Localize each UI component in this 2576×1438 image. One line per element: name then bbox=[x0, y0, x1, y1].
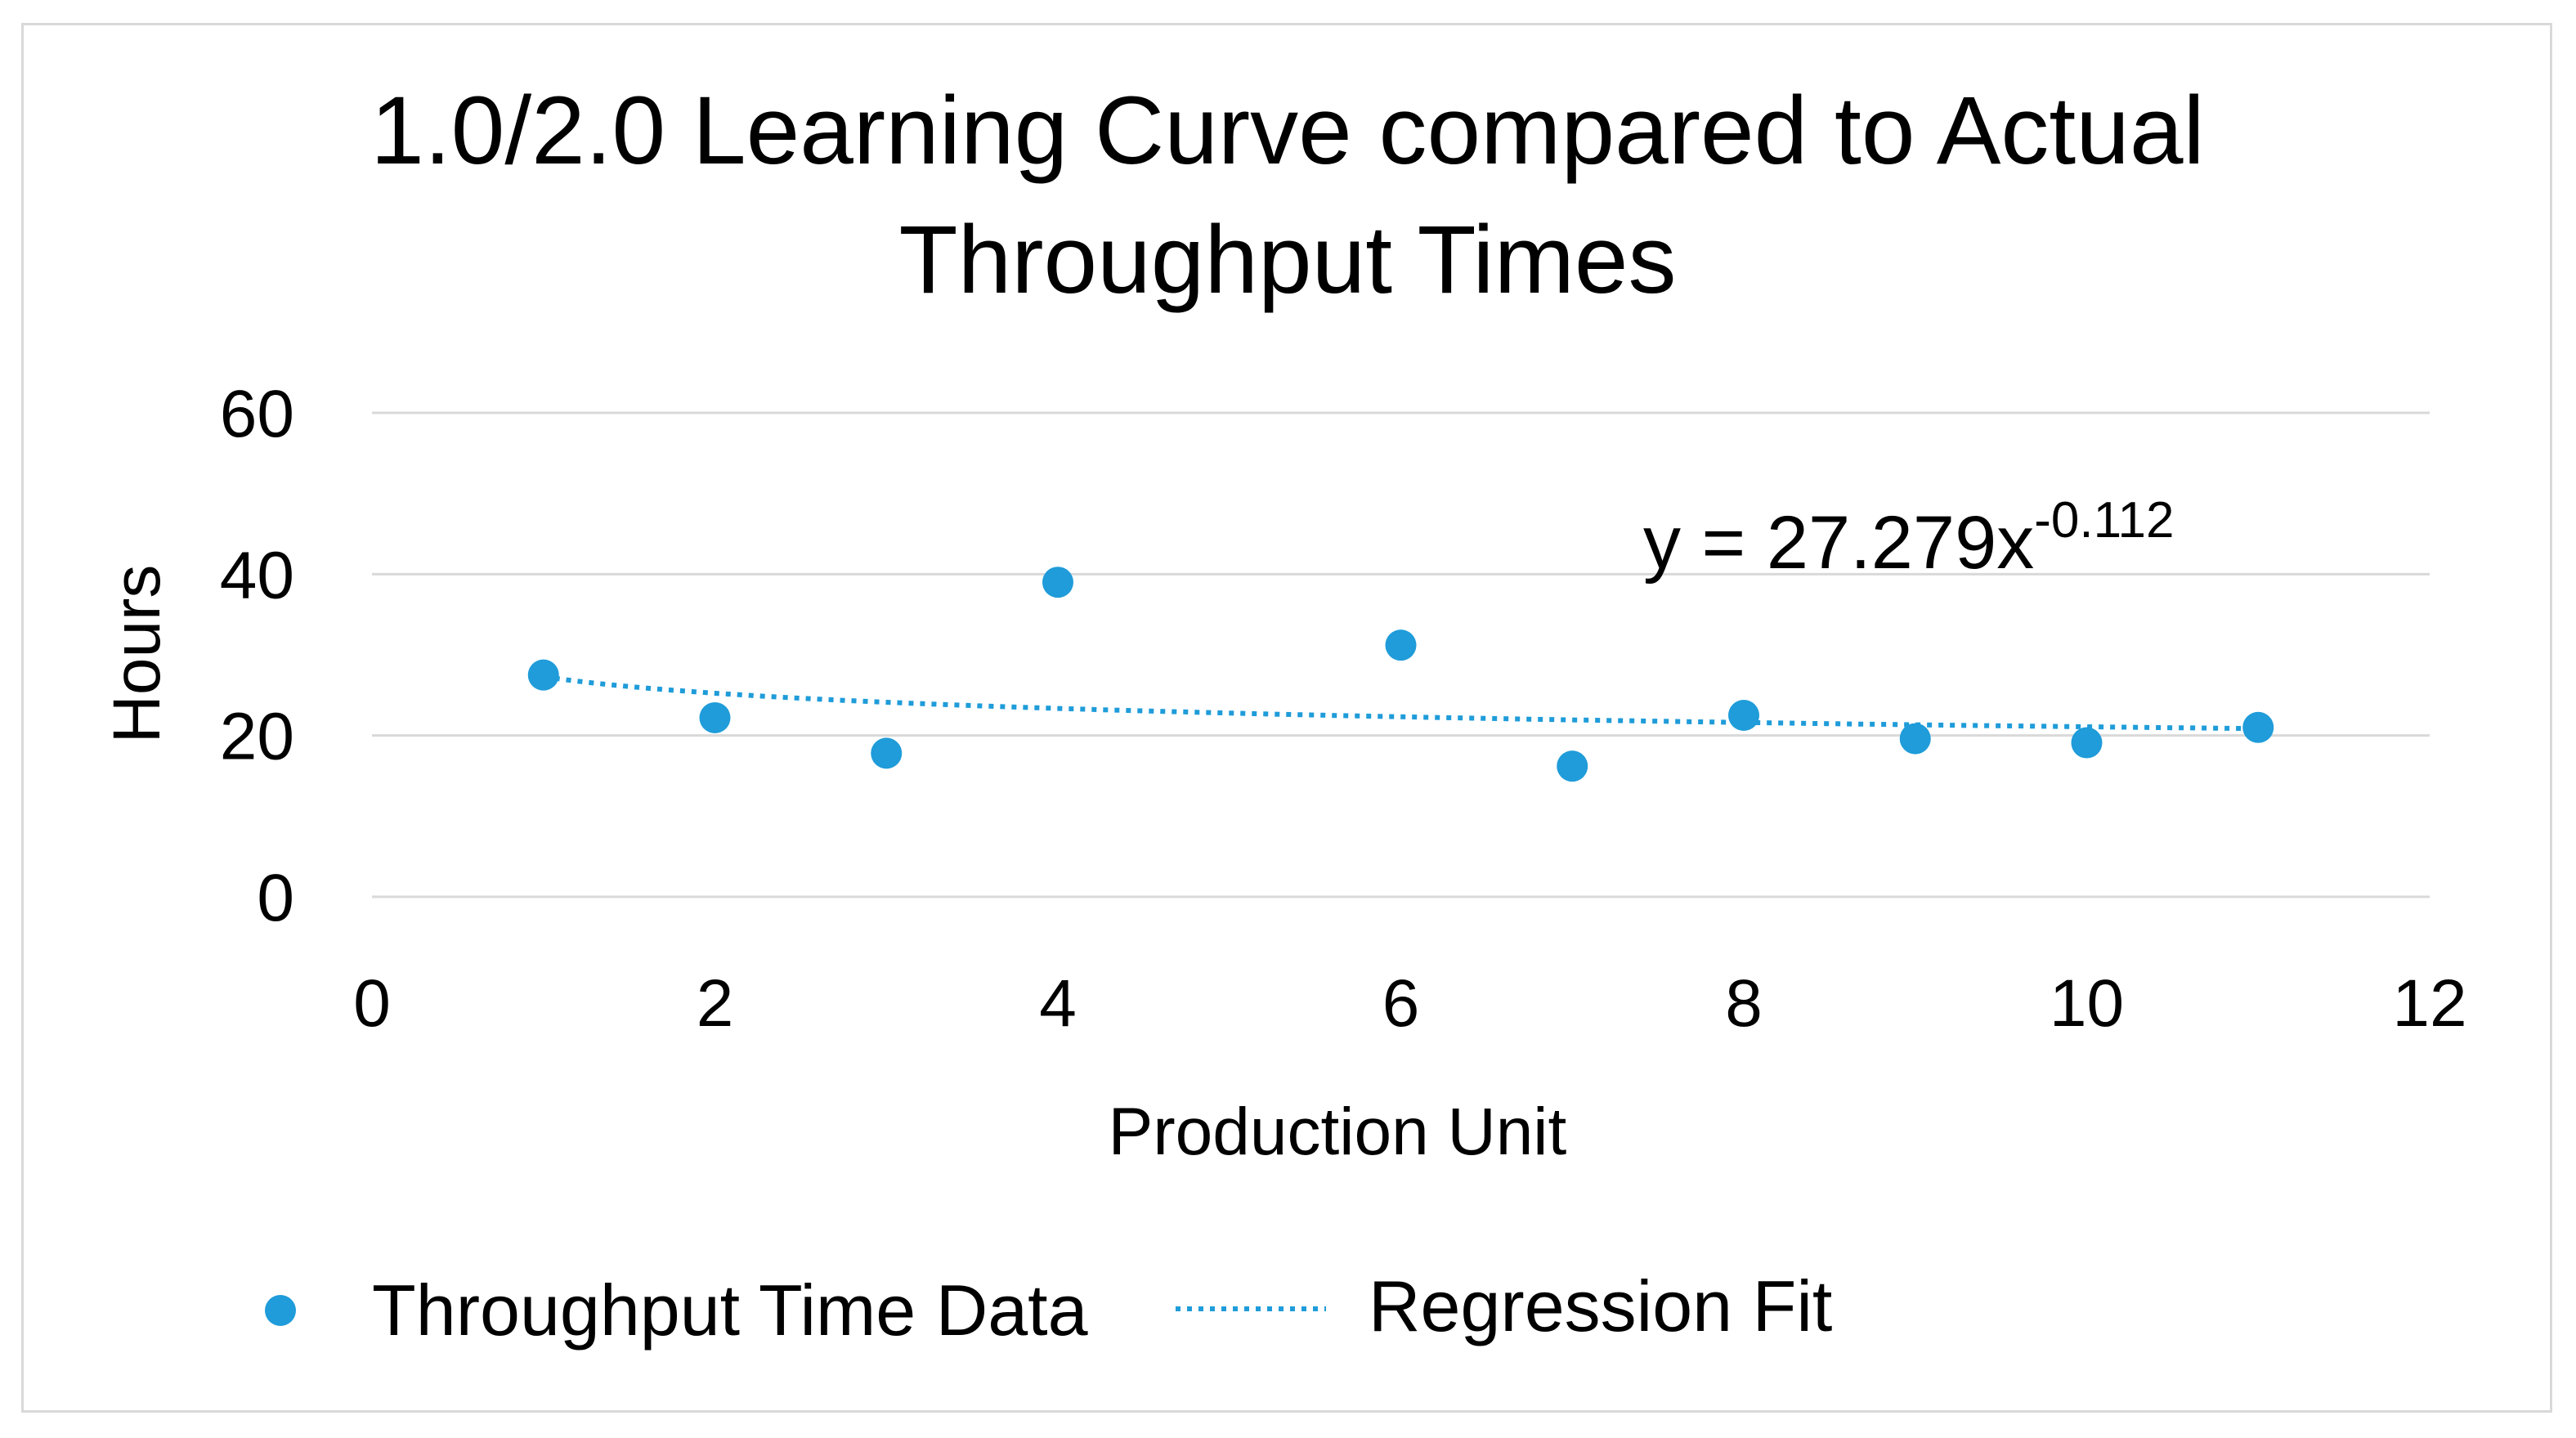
data-points bbox=[527, 567, 2274, 782]
regression-equation-base: y = 27.279x bbox=[1643, 501, 2034, 585]
chart-title-line-2: Throughput Times bbox=[898, 206, 1676, 314]
x-tick-label-4: 4 bbox=[1039, 966, 1077, 1041]
chart-title-line-1: 1.0/2.0 Learning Curve compared to Actua… bbox=[370, 77, 2204, 185]
data-point bbox=[2071, 727, 2103, 759]
y-tick-label-0: 0 bbox=[257, 861, 294, 935]
data-point bbox=[1728, 700, 1759, 731]
legend-label-points: Throughput Time Data bbox=[372, 1270, 1088, 1351]
y-axis-label: Hours bbox=[100, 565, 174, 744]
x-tick-label-10: 10 bbox=[2050, 966, 2124, 1041]
data-point bbox=[2242, 711, 2274, 743]
x-axis-label: Production Unit bbox=[1109, 1095, 1567, 1169]
x-tick-label-8: 8 bbox=[1725, 966, 1763, 1041]
x-tick-label-0: 0 bbox=[353, 966, 391, 1041]
data-point bbox=[871, 737, 903, 769]
data-point bbox=[1557, 750, 1588, 782]
y-tick-label-60: 60 bbox=[220, 377, 294, 451]
data-point bbox=[527, 659, 559, 691]
data-point bbox=[699, 701, 731, 733]
y-tick-label-20: 20 bbox=[220, 700, 294, 774]
chart-frame bbox=[21, 23, 2552, 1413]
x-tick-label-12: 12 bbox=[2392, 966, 2466, 1041]
regression-equation-exponent: -0.112 bbox=[2034, 492, 2174, 549]
legend-label-regression: Regression Fit bbox=[1369, 1266, 1832, 1346]
y-tick-labels: 0 20 40 60 bbox=[220, 377, 294, 935]
data-point bbox=[1899, 723, 1931, 755]
regression-equation: y = 27.279x-0.112 bbox=[1643, 492, 2174, 585]
x-tick-label-2: 2 bbox=[697, 966, 734, 1041]
data-point bbox=[1385, 629, 1417, 661]
regression-fit-line bbox=[543, 674, 2259, 732]
legend: Throughput Time Data Regression Fit bbox=[265, 1266, 1832, 1351]
legend-marker-points bbox=[265, 1295, 296, 1326]
x-tick-label-6: 6 bbox=[1382, 966, 1420, 1041]
x-tick-labels: 0 2 4 6 8 10 12 bbox=[353, 966, 2466, 1041]
y-tick-label-40: 40 bbox=[220, 538, 294, 612]
data-point bbox=[1042, 567, 1073, 598]
